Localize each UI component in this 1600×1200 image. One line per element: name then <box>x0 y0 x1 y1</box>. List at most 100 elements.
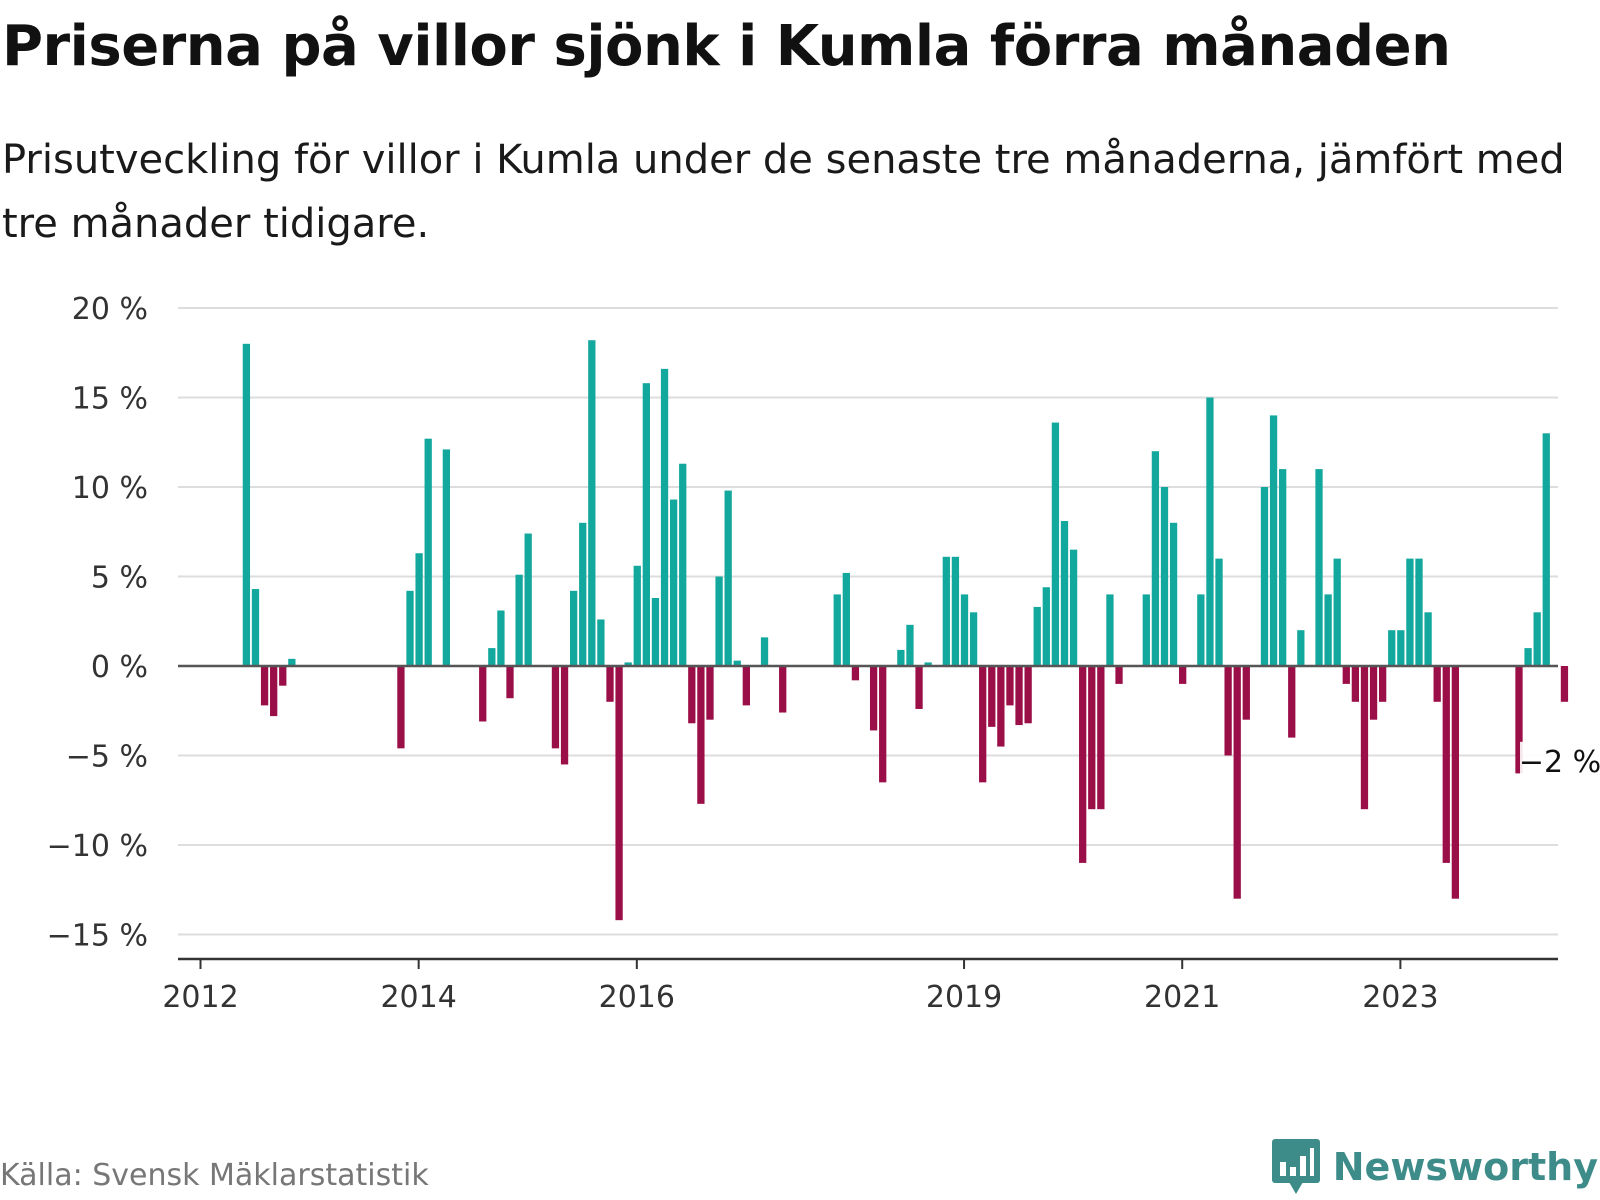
bar <box>279 666 287 686</box>
bar <box>1115 666 1123 684</box>
bar <box>1106 594 1114 666</box>
newsworthy-logo-icon <box>1271 1139 1320 1194</box>
bar <box>397 666 405 749</box>
bar <box>560 666 569 765</box>
bar <box>642 383 650 666</box>
bar <box>697 666 705 804</box>
bar <box>1297 630 1305 666</box>
bar <box>1351 666 1360 702</box>
bar <box>1088 666 1096 810</box>
bar <box>1524 648 1532 666</box>
bar <box>979 666 987 783</box>
bar <box>524 533 532 666</box>
bar <box>997 666 1005 747</box>
bar <box>1015 666 1023 726</box>
bar <box>1406 558 1414 666</box>
y-tick-label: 20 % <box>72 292 148 327</box>
last-value-label: −2 % <box>1519 745 1600 780</box>
bar <box>1533 612 1541 666</box>
bar <box>1215 558 1223 666</box>
bar <box>1142 594 1150 666</box>
bar <box>1060 521 1069 666</box>
x-tick-label: 2012 <box>162 980 238 1015</box>
bar <box>1415 558 1423 666</box>
bar <box>851 666 860 681</box>
x-tick-label: 2014 <box>380 980 456 1015</box>
bar <box>1097 666 1105 810</box>
bar <box>879 666 887 783</box>
bar <box>1024 666 1032 724</box>
bar <box>969 612 978 666</box>
bar <box>651 597 660 666</box>
bar <box>706 666 714 720</box>
bar <box>733 660 741 666</box>
bar <box>1079 666 1087 863</box>
bar <box>669 499 678 666</box>
bar <box>1169 522 1178 666</box>
bar <box>1042 587 1050 666</box>
bar <box>951 556 960 666</box>
bar <box>742 666 750 706</box>
bar <box>1433 666 1441 702</box>
y-tick-label: −5 % <box>66 740 148 775</box>
bar <box>942 556 950 666</box>
bar <box>1397 630 1405 666</box>
bar <box>242 343 251 666</box>
chart-subtitle: Prisutveckling för villor i Kumla under … <box>2 137 1565 247</box>
bar <box>660 368 669 666</box>
bar <box>1542 433 1550 666</box>
y-tick-label: −10 % <box>47 829 148 864</box>
x-tick-label: 2023 <box>1362 980 1438 1015</box>
bar <box>1179 666 1187 684</box>
bar <box>615 666 623 921</box>
bar <box>1160 487 1169 666</box>
bar <box>1560 666 1569 702</box>
bar <box>251 589 260 666</box>
bar <box>1342 666 1350 684</box>
x-tick-label: 2019 <box>926 980 1002 1015</box>
bar <box>688 666 696 724</box>
bar <box>1388 630 1396 666</box>
bar <box>842 572 850 666</box>
bar <box>760 637 769 666</box>
newsworthy-brand[interactable]: Newsworthy <box>1271 1138 1598 1196</box>
y-tick-label: 5 % <box>91 561 148 596</box>
bar <box>506 666 514 699</box>
bar <box>1369 666 1378 720</box>
brand-name: Newsworthy <box>1332 1145 1598 1189</box>
bar <box>1033 606 1041 666</box>
bar <box>715 576 723 666</box>
bar <box>679 463 687 666</box>
bar <box>1324 594 1332 666</box>
bar <box>415 553 423 666</box>
bar <box>906 624 914 666</box>
bar <box>588 340 596 666</box>
bar <box>1315 469 1323 666</box>
bar <box>606 666 614 702</box>
source-note: Källa: Svensk Mäklarstatistik <box>0 1158 429 1193</box>
bar <box>869 666 878 731</box>
annotation-background <box>1520 741 1600 782</box>
chart-title: Priserna på villor sjönk i Kumla förra m… <box>2 14 1451 79</box>
bar <box>1197 594 1205 666</box>
bar <box>833 594 841 666</box>
bar <box>1269 415 1278 666</box>
bar <box>924 662 932 666</box>
bar <box>1279 469 1287 666</box>
bar <box>915 666 923 709</box>
bar <box>1442 666 1450 863</box>
bar <box>488 648 496 666</box>
bar <box>1260 487 1269 666</box>
y-tick-label: 15 % <box>72 382 148 417</box>
y-tick-label: 0 % <box>91 650 148 685</box>
bar <box>897 649 905 666</box>
x-tick-label: 2016 <box>599 980 675 1015</box>
bar <box>424 438 432 666</box>
bar <box>624 662 632 666</box>
bar <box>779 666 787 713</box>
bar <box>1206 397 1214 666</box>
bar <box>515 574 523 666</box>
bar <box>1006 666 1014 706</box>
bar <box>1233 666 1241 899</box>
y-tick-label: 10 % <box>72 471 148 506</box>
